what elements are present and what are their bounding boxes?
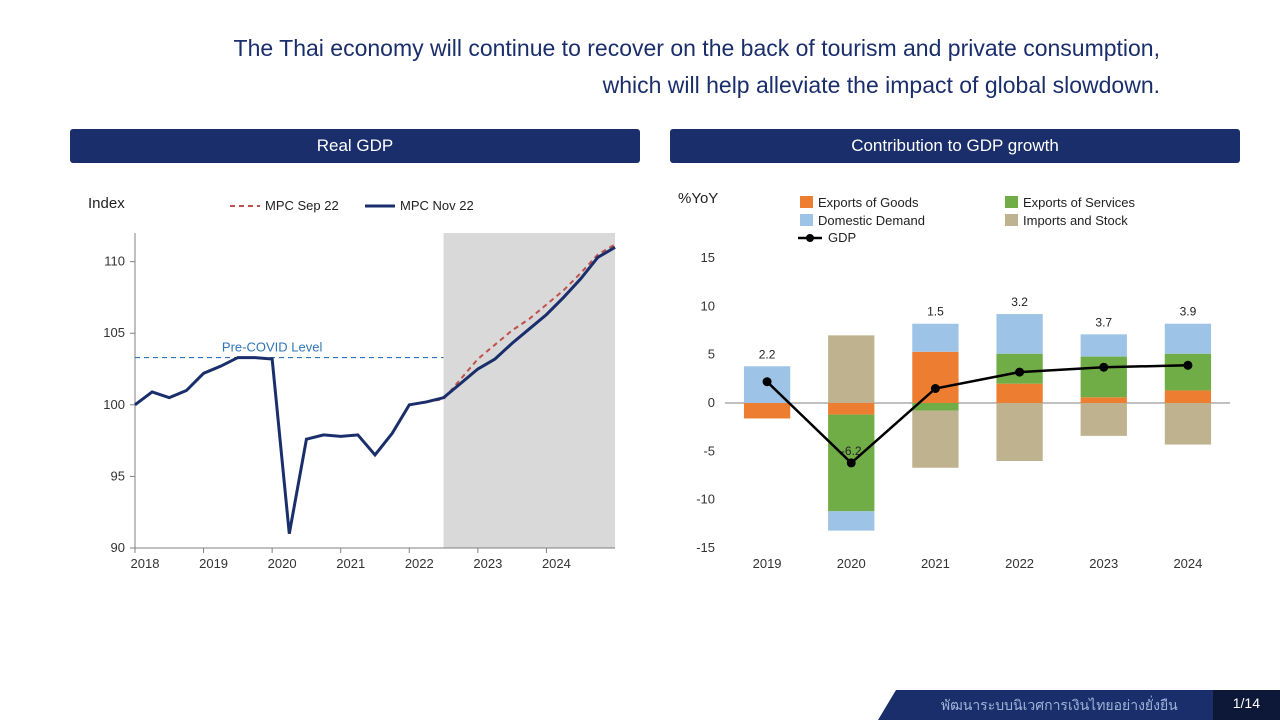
svg-text:2018: 2018 (131, 556, 160, 571)
page-number: 1/14 (1213, 690, 1280, 720)
svg-text:2.2: 2.2 (759, 347, 776, 361)
svg-text:GDP: GDP (828, 230, 856, 245)
svg-text:2024: 2024 (542, 556, 571, 571)
svg-text:0: 0 (708, 395, 715, 410)
svg-text:10: 10 (701, 298, 715, 313)
chart-contribution: -15-10-505101520192.22020-6.220211.52022… (670, 188, 1240, 588)
title-line2: which will help alleviate the impact of … (120, 67, 1160, 104)
panel-contribution: Contribution to GDP growth -15 -10 -5 0 5 10 1… (670, 129, 1240, 588)
svg-text:Domestic Demand: Domestic Demand (818, 213, 925, 228)
svg-text:2020: 2020 (268, 556, 297, 571)
svg-text:%YoY: %YoY (678, 190, 718, 207)
svg-text:Pre-COVID Level: Pre-COVID Level (222, 339, 323, 354)
svg-text:3.2: 3.2 (1011, 295, 1028, 309)
svg-text:15: 15 (701, 250, 715, 265)
slide-title: The Thai economy will continue to recove… (0, 0, 1280, 114)
svg-text:100: 100 (103, 396, 125, 411)
panel-header-left: Real GDP (70, 129, 640, 163)
panel-header-right: Contribution to GDP growth (670, 129, 1240, 163)
svg-text:90: 90 (111, 540, 125, 555)
footer-tag: พัฒนาระบบนิเวศการเงินไทยอย่างยั่งยืน (896, 690, 1213, 720)
title-line1: The Thai economy will continue to recove… (120, 30, 1160, 67)
svg-text:2021: 2021 (921, 556, 950, 571)
svg-text:Exports of Goods: Exports of Goods (818, 195, 919, 210)
svg-text:Index: Index (88, 195, 125, 212)
svg-text:110: 110 (104, 253, 125, 268)
svg-text:2023: 2023 (1089, 556, 1118, 571)
svg-text:2022: 2022 (1005, 556, 1034, 571)
svg-text:Exports of Services: Exports of Services (1023, 195, 1135, 210)
svg-text:2019: 2019 (753, 556, 782, 571)
panel-real-gdp: Real GDP 90 95 100 105 110 2018 2019 2020 2021 20… (70, 129, 640, 588)
footer-bar: พัฒนาระบบนิเวศการเงินไทยอย่างยั่งยืน 1/1… (896, 690, 1280, 720)
chart-real-gdp: 90 95 100 105 110 2018 2019 2020 2021 2022 2023 202… (70, 188, 630, 588)
svg-text:MPC Sep 22: MPC Sep 22 (265, 198, 339, 213)
svg-text:3.9: 3.9 (1180, 304, 1197, 318)
svg-text:Imports and Stock: Imports and Stock (1023, 213, 1128, 228)
svg-text:1.5: 1.5 (927, 304, 944, 318)
svg-text:105: 105 (103, 325, 125, 340)
svg-text:95: 95 (111, 468, 125, 483)
svg-text:-5: -5 (703, 443, 715, 458)
svg-text:2021: 2021 (336, 556, 365, 571)
svg-text:2023: 2023 (473, 556, 502, 571)
svg-text:3.7: 3.7 (1095, 315, 1112, 329)
svg-text:2019: 2019 (199, 556, 228, 571)
svg-text:5: 5 (708, 346, 715, 361)
svg-text:-10: -10 (696, 491, 715, 506)
svg-text:MPC Nov 22: MPC Nov 22 (400, 198, 474, 213)
svg-text:-15: -15 (696, 540, 715, 555)
svg-text:2022: 2022 (405, 556, 434, 571)
svg-text:2024: 2024 (1173, 556, 1202, 571)
svg-text:2020: 2020 (837, 556, 866, 571)
